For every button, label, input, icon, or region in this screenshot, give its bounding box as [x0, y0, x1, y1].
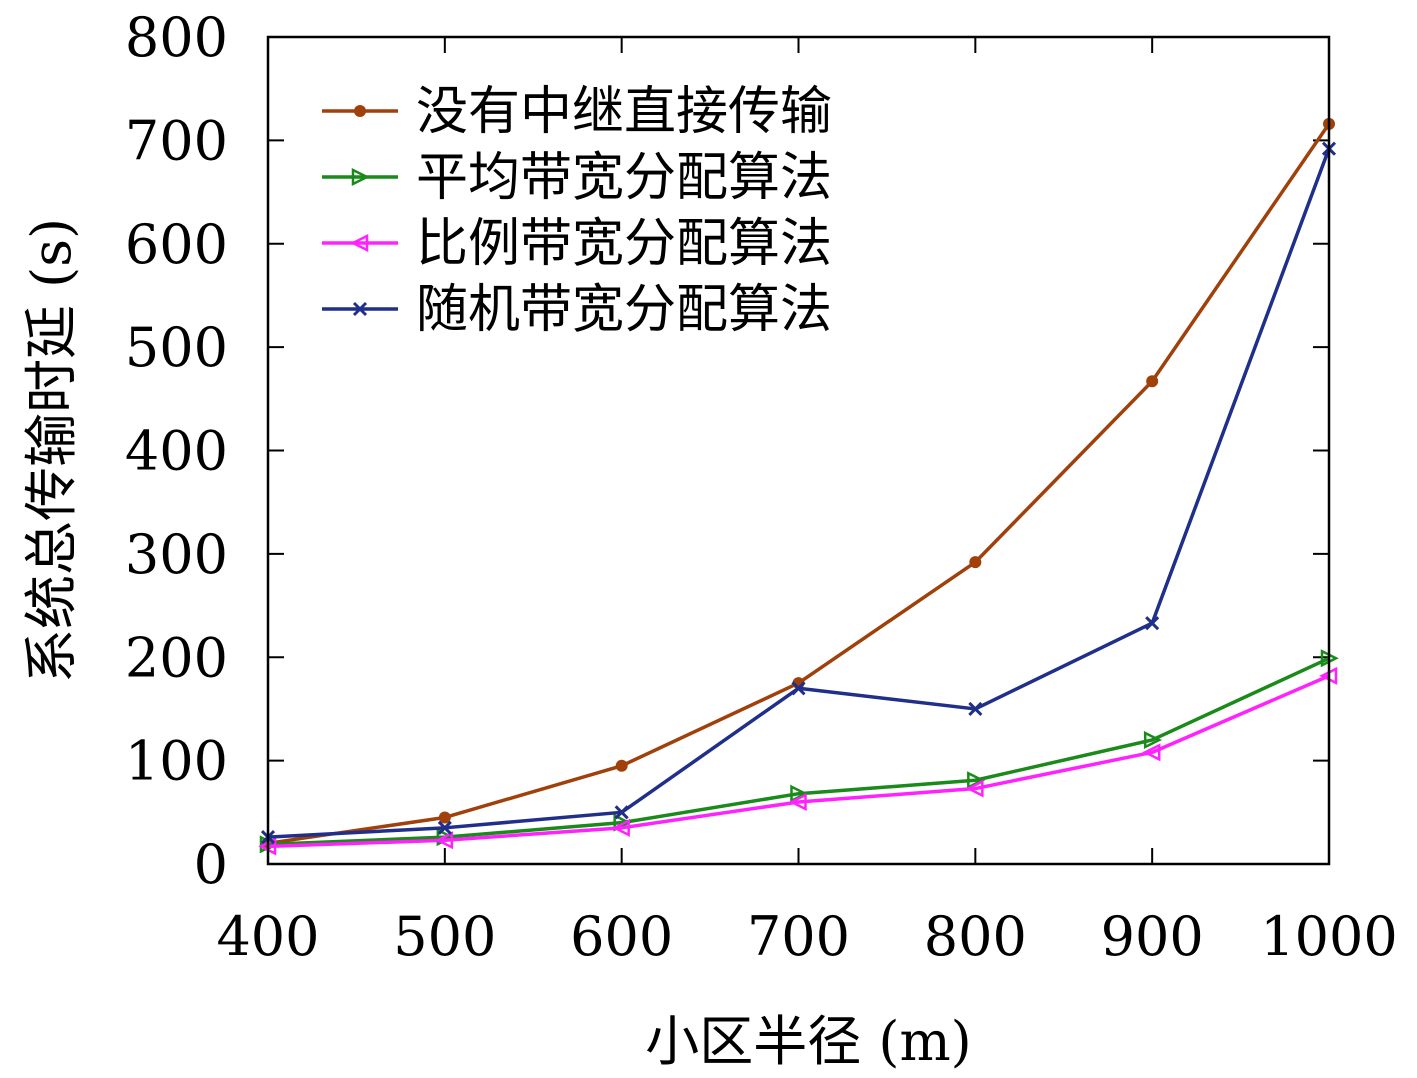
- data-point: [1142, 743, 1161, 762]
- x-tick-label: 800: [924, 905, 1027, 968]
- marker-stroke: [791, 681, 806, 696]
- legend-label: 没有中继直接传输: [416, 82, 832, 142]
- y-tick-label: 600: [125, 213, 228, 276]
- y-axis-title: 系统总传输时延 (s): [20, 218, 83, 683]
- data-point: [1145, 616, 1160, 631]
- x-axis-title: 小区半径 (m): [645, 1010, 972, 1073]
- y-tick-label: 0: [194, 833, 228, 896]
- data-point: [1146, 375, 1159, 388]
- y-tick-label: 100: [125, 730, 228, 793]
- y-tick-label: 500: [125, 316, 228, 379]
- legend-item-4: 随机带宽分配算法: [322, 280, 832, 340]
- y-axis-ticks: 0 100 200 300 400 500 600 700 800: [125, 6, 1329, 896]
- legend-item-3: 比例带宽分配算法: [322, 214, 832, 274]
- legend-marker: [352, 301, 368, 317]
- y-tick-label: 800: [125, 6, 228, 69]
- marker-stroke: [614, 805, 629, 820]
- x-tick-label: 600: [570, 905, 673, 968]
- y-tick-label: 400: [125, 420, 228, 483]
- legend-label: 比例带宽分配算法: [416, 214, 832, 274]
- y-tick-label: 700: [125, 109, 228, 172]
- legend-label: 平均带宽分配算法: [416, 148, 832, 208]
- legend-marker: [354, 105, 366, 117]
- x-tick-label: 400: [216, 905, 319, 968]
- legend-item-1: 没有中继直接传输: [322, 82, 832, 142]
- data-point: [438, 811, 451, 824]
- plot-frame: [266, 35, 1331, 866]
- series-line: [267, 674, 1330, 849]
- series-3: [258, 666, 1338, 856]
- marker-stroke: [437, 820, 452, 835]
- data-point: [965, 779, 984, 798]
- legend-marker: [350, 233, 369, 253]
- x-axis-ticks: 400 500 600 700 800 900 1000: [216, 37, 1398, 968]
- x-tick-label: 700: [747, 905, 850, 968]
- x-tick-label: 900: [1101, 905, 1204, 968]
- marker-stroke: [968, 701, 983, 716]
- legend-marker: [351, 167, 370, 187]
- data-point: [791, 681, 806, 696]
- y-tick-label: 300: [125, 523, 228, 586]
- data-point: [969, 556, 982, 569]
- data-point: [968, 701, 983, 716]
- legend-label: 随机带宽分配算法: [416, 280, 832, 340]
- x-tick-label: 500: [393, 905, 496, 968]
- data-point: [615, 759, 628, 772]
- marker-stroke: [352, 301, 368, 317]
- marker-stroke: [1145, 616, 1160, 631]
- x-tick-label: 1000: [1260, 905, 1397, 968]
- legend-item-2: 平均带宽分配算法: [322, 148, 832, 208]
- data-point: [614, 805, 629, 820]
- y-tick-label: 200: [125, 626, 228, 689]
- data-point: [611, 818, 630, 837]
- data-point: [435, 831, 454, 850]
- data-point: [437, 820, 452, 835]
- data-point: [1143, 730, 1162, 749]
- data-point: [788, 792, 807, 811]
